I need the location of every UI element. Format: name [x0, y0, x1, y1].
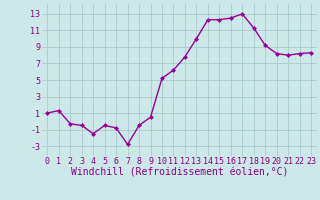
X-axis label: Windchill (Refroidissement éolien,°C): Windchill (Refroidissement éolien,°C) [70, 168, 288, 178]
